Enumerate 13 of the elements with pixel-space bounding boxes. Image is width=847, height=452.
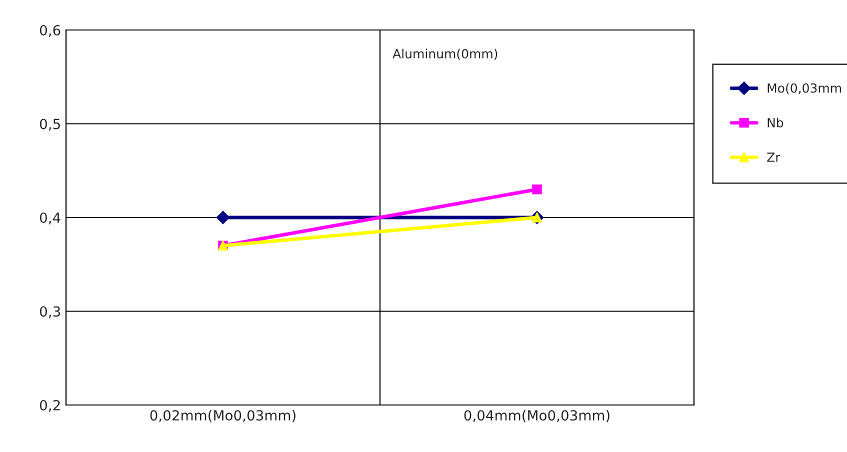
legend-label: Mo(0,03mm (768, 83, 841, 94)
y-tick-label: 0,2 (40, 400, 60, 412)
legend-label: Nb (768, 118, 784, 128)
annotation: Aluminum(0mm) (392, 48, 498, 60)
y-tick-label: 0,6 (40, 24, 60, 37)
point (216, 210, 230, 224)
point (532, 184, 542, 194)
y-tick-label: 0,4 (40, 212, 60, 224)
y-tick-label: 0,3 (40, 306, 60, 318)
y-tick-label: 0,5 (40, 118, 60, 131)
legend-label: Zr (767, 152, 780, 162)
x-tick-label: 0,04mm(Mo0,03mm) (464, 410, 610, 422)
x-tick-label: 0,02mm(Mo0,03mm) (150, 410, 296, 422)
